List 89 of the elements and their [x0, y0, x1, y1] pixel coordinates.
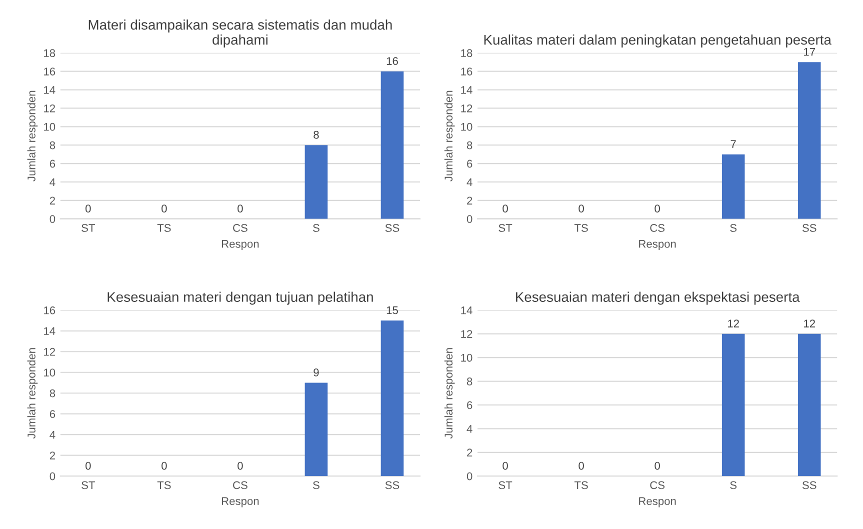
y-tick-label: 14: [461, 306, 472, 314]
y-tick-label: 18: [44, 49, 56, 58]
y-tick-label: 14: [44, 327, 56, 335]
x-tick-label: TS: [574, 224, 588, 232]
y-tick-label: 6: [467, 401, 472, 410]
x-axis-title: Respon: [639, 497, 676, 508]
y-tick-label: 2: [467, 196, 472, 204]
data-label: 0: [654, 462, 660, 470]
y-tick-label: 8: [50, 389, 56, 398]
y-tick-label: 8: [50, 141, 56, 150]
data-label: 9: [314, 368, 319, 376]
x-tick-label: CS: [650, 481, 665, 490]
data-label: 0: [578, 462, 584, 470]
y-tick-label: 16: [461, 68, 472, 76]
y-tick-label: 12: [461, 330, 472, 338]
y-tick-label: 10: [44, 368, 56, 377]
x-axis-title: Respon: [222, 497, 259, 508]
data-label: 16: [386, 57, 398, 65]
data-label: 0: [86, 462, 91, 470]
y-tick-label: 8: [466, 141, 472, 150]
data-label: 0: [162, 462, 167, 470]
x-tick-label: S: [313, 481, 320, 490]
data-label: 8: [314, 130, 319, 139]
data-label: 12: [728, 320, 739, 328]
y-axis-title: Jumlah responden: [444, 90, 455, 182]
chart-title: Materi disampaikan secara sistematis dan mudah dipahami: [88, 20, 392, 48]
y-tick-label: 4: [466, 425, 472, 433]
y-tick-label: 0: [466, 472, 472, 480]
y-axis-title: Jumlah responden: [27, 90, 38, 182]
data-label: 0: [238, 462, 243, 470]
y-tick-label: 12: [44, 104, 55, 112]
x-axis-title: Respon: [222, 240, 259, 250]
y-tick-label: 10: [44, 122, 56, 131]
y-tick-label: 16: [44, 306, 56, 314]
x-tick-label: CS: [233, 224, 248, 232]
y-tick-label: 14: [461, 86, 472, 94]
data-label: 0: [578, 204, 584, 212]
x-tick-label: TS: [574, 481, 588, 490]
y-axis-title: Jumlah responden: [444, 348, 455, 439]
x-tick-label: S: [313, 224, 320, 232]
chart-title: Kesesuaian materi dengan tujuan pelatihan: [108, 292, 373, 305]
x-tick-label: S: [730, 481, 737, 490]
data-label: 15: [386, 306, 398, 314]
y-tick-label: 4: [466, 178, 472, 186]
y-tick-label: 0: [50, 215, 56, 223]
y-tick-label: 12: [44, 348, 55, 356]
data-label: 0: [86, 204, 91, 212]
y-tick-label: 0: [466, 215, 472, 223]
y-tick-label: 6: [50, 410, 56, 418]
x-tick-label: CS: [650, 224, 665, 232]
y-tick-label: 18: [461, 49, 472, 58]
data-label: 12: [804, 320, 815, 328]
data-label: 0: [162, 204, 167, 212]
x-tick-label: CS: [233, 481, 248, 490]
x-tick-label: S: [730, 224, 737, 232]
x-tick-label: ST: [82, 224, 96, 232]
chart-title: Kualitas materi dalam peningkatan pengetahuan peserta: [484, 34, 832, 48]
x-tick-label: SS: [385, 481, 400, 490]
y-tick-label: 2: [467, 448, 472, 456]
x-tick-label: SS: [802, 481, 816, 490]
y-axis-title: Jumlah responden: [27, 348, 38, 439]
chart-title: Kesesuaian materi dengan ekspektasi peserta: [516, 292, 800, 305]
y-tick-label: 12: [461, 104, 472, 112]
x-tick-label: TS: [157, 224, 171, 232]
y-tick-label: 2: [50, 452, 55, 460]
y-tick-label: 6: [50, 160, 56, 168]
x-tick-label: ST: [82, 481, 96, 490]
data-label: 0: [238, 204, 243, 212]
data-label: 0: [502, 462, 508, 470]
y-tick-label: 10: [461, 354, 472, 362]
y-tick-label: 8: [466, 378, 472, 386]
data-label: 17: [804, 48, 815, 56]
x-tick-label: ST: [498, 224, 512, 232]
y-tick-label: 14: [44, 86, 56, 94]
y-tick-label: 0: [50, 472, 56, 480]
data-label: 0: [502, 204, 508, 212]
y-tick-label: 6: [467, 160, 472, 168]
y-tick-label: 4: [50, 178, 56, 186]
x-axis-title: Respon: [639, 240, 676, 250]
data-label: 7: [730, 140, 736, 148]
y-tick-label: 2: [50, 196, 55, 204]
x-tick-label: SS: [385, 224, 400, 232]
y-tick-label: 10: [461, 122, 472, 131]
y-tick-label: 16: [44, 68, 56, 76]
y-tick-label: 4: [50, 430, 56, 439]
x-tick-label: ST: [498, 481, 512, 490]
data-label: 0: [654, 204, 660, 212]
x-tick-label: TS: [157, 481, 171, 490]
x-tick-label: SS: [802, 224, 816, 232]
